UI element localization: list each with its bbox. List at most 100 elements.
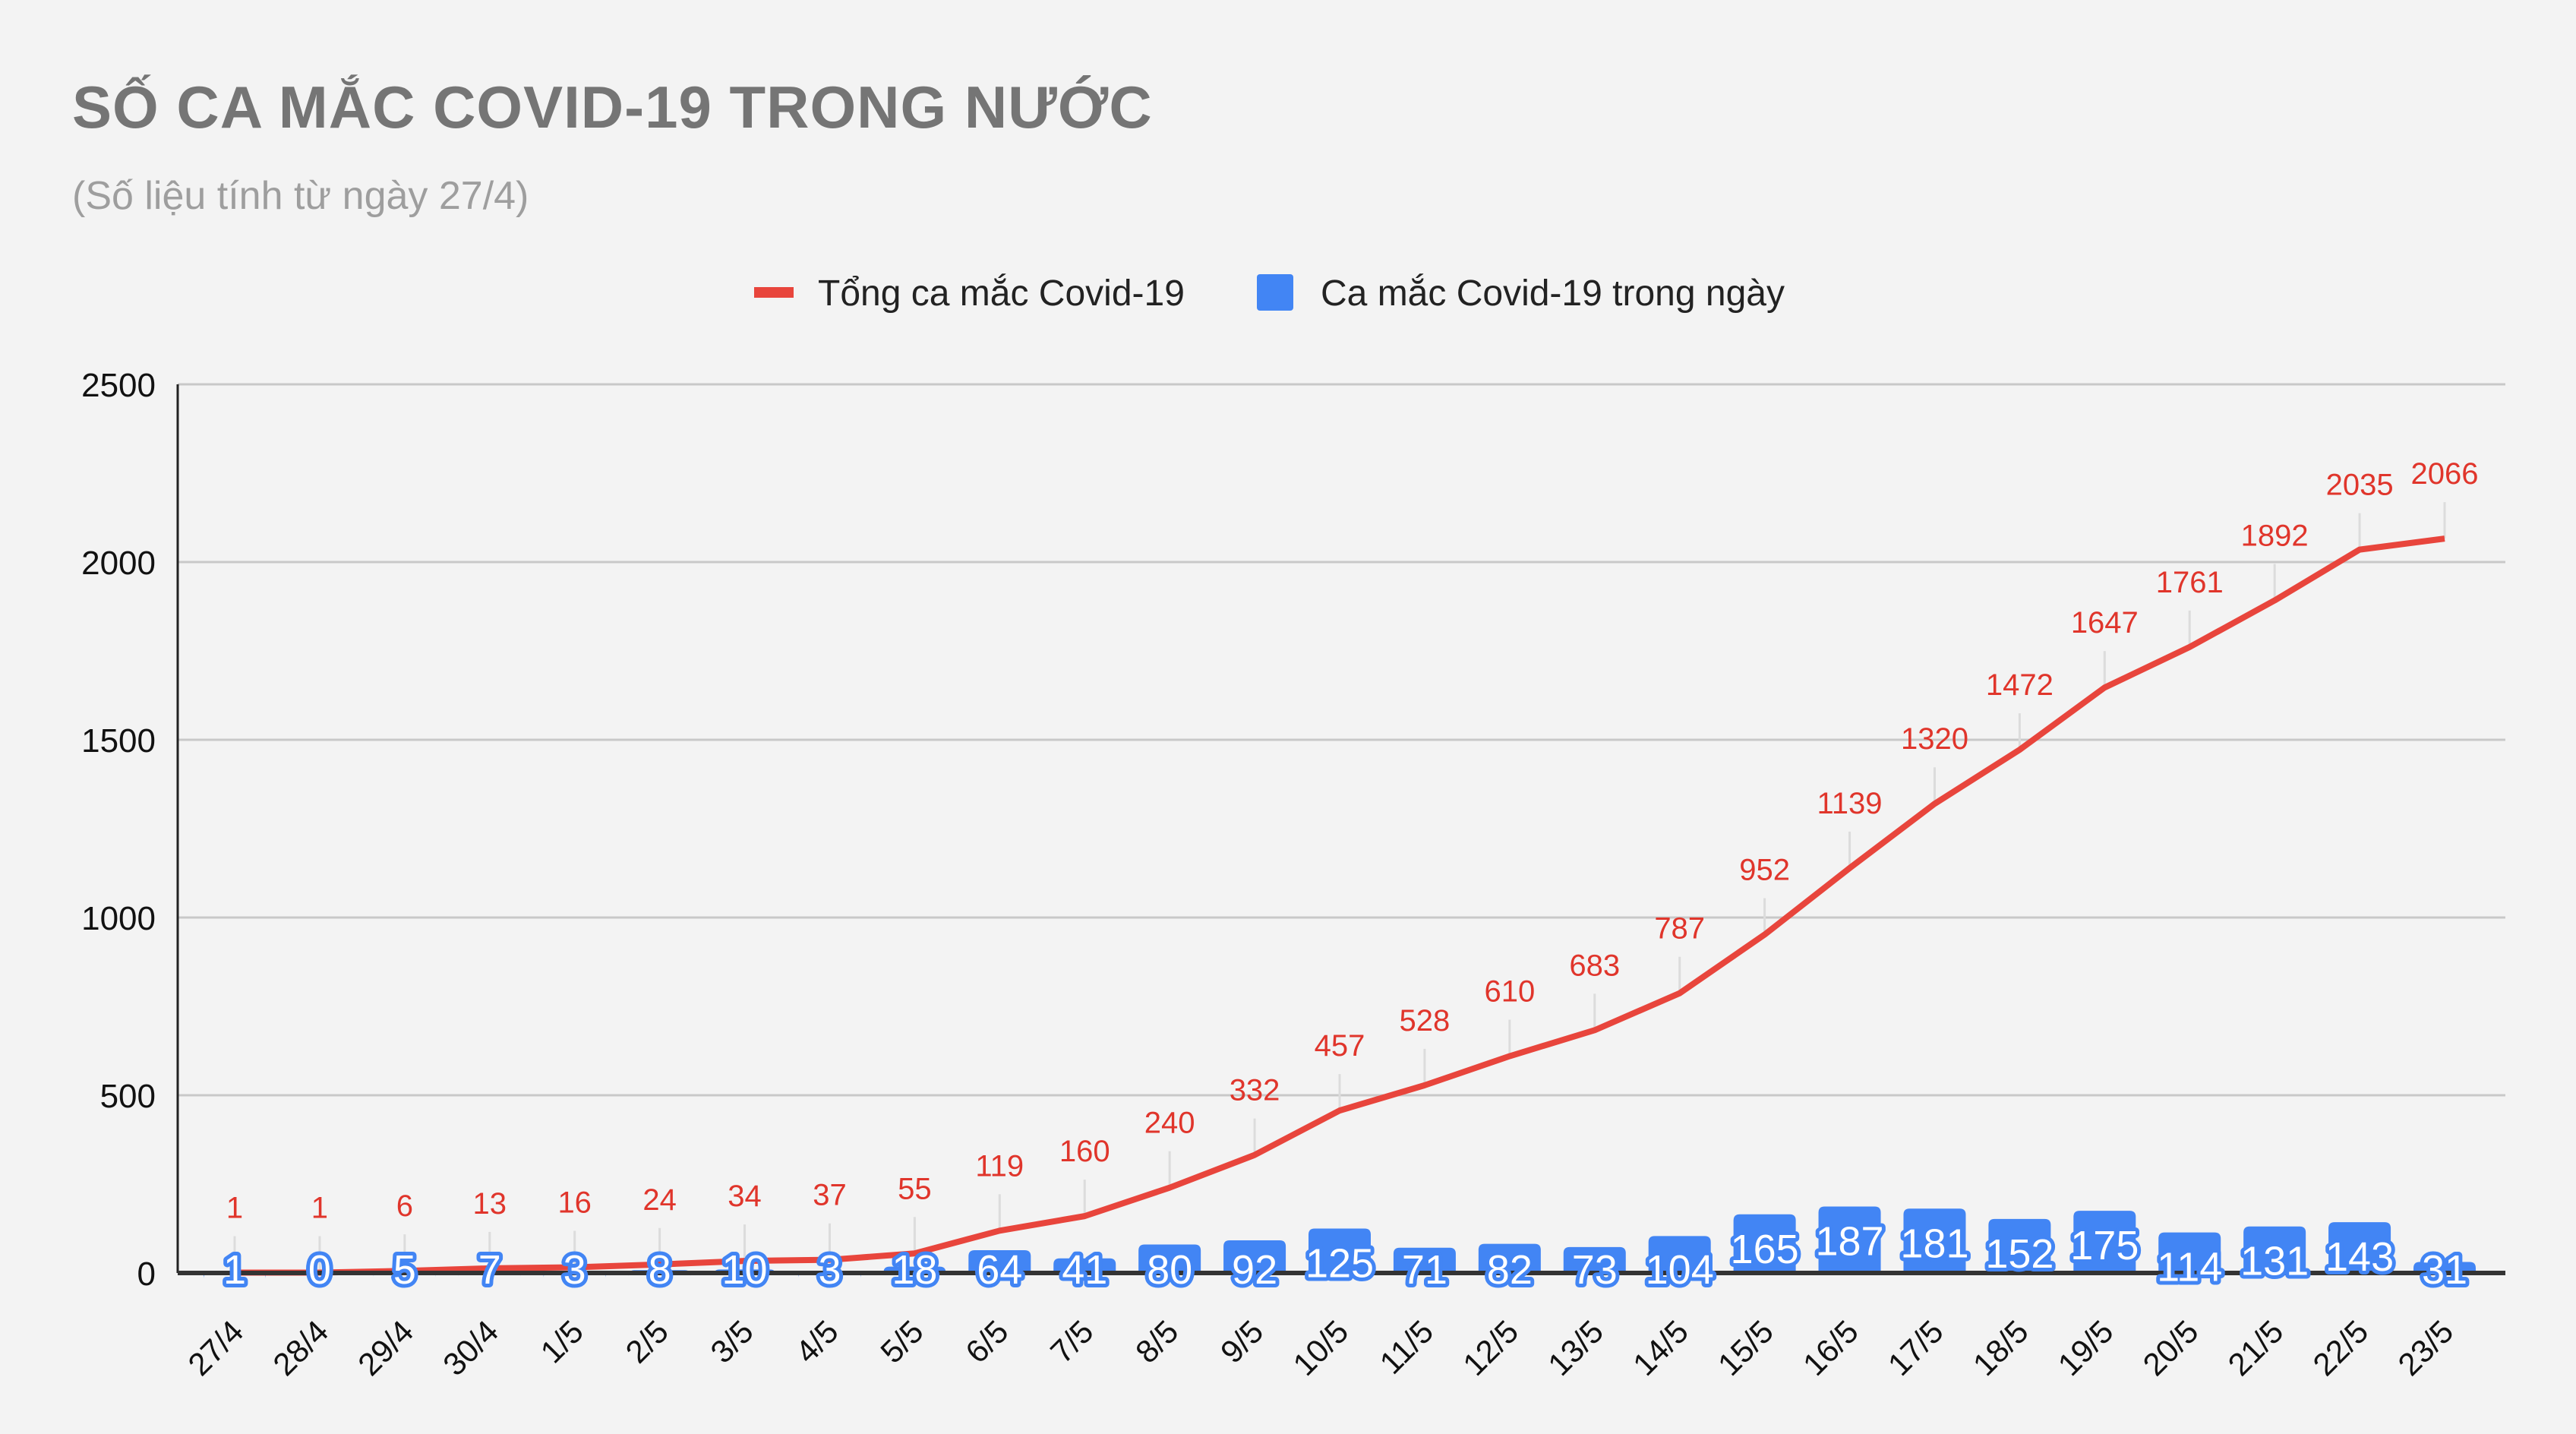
line-data-label: 160: [1059, 1135, 1110, 1168]
bar-data-label: 92: [1232, 1247, 1277, 1293]
x-tick-label: 3/5: [703, 1313, 760, 1370]
bar-data-label: 187: [1815, 1218, 1883, 1264]
bar-data-label: 104: [1646, 1247, 1714, 1293]
line-data-label: 2066: [2411, 457, 2479, 491]
x-tick-label: 23/5: [2391, 1313, 2460, 1382]
line-data-label: 683: [1569, 949, 1620, 982]
line-data-label: 610: [1484, 975, 1535, 1009]
bar: [1223, 1240, 1286, 1273]
x-tick-label: 19/5: [2051, 1313, 2120, 1382]
line-data-label: 13: [473, 1187, 507, 1221]
line-data-label: 37: [813, 1179, 847, 1212]
line-data-label: 1892: [2241, 520, 2309, 553]
bar: [1818, 1206, 1881, 1273]
bar-data-label: 7: [478, 1247, 501, 1293]
line-data-label: 119: [975, 1149, 1024, 1183]
line-data-label: 528: [1400, 1004, 1451, 1038]
bar: [1988, 1218, 2051, 1273]
bar: [1903, 1208, 1966, 1273]
x-tick-label: 8/5: [1129, 1313, 1185, 1370]
x-tick-label: 7/5: [1043, 1313, 1100, 1370]
bar: [968, 1250, 1031, 1273]
bar: [1733, 1214, 1796, 1273]
line-data-label: 24: [642, 1183, 677, 1217]
x-tick-label: 27/4: [181, 1313, 250, 1382]
line-data-label: 1139: [1817, 787, 1883, 820]
total-cases-line: [235, 535, 2445, 1276]
line-data-label: 952: [1739, 853, 1790, 886]
line-data-label: 16: [557, 1186, 592, 1220]
line-data-label: 1320: [1901, 722, 1968, 756]
bar-data-label: 31: [2422, 1247, 2467, 1293]
line-data-label: 787: [1654, 912, 1705, 946]
chart-title: SỐ CA MẮC COVID-19 TRONG NƯỚC: [72, 74, 1153, 141]
x-tick-label: 10/5: [1286, 1313, 1355, 1382]
x-tick-label: 14/5: [1626, 1313, 1695, 1382]
bar: [1138, 1244, 1201, 1273]
line-data-label: 332: [1230, 1074, 1280, 1107]
bar-data-label: 10: [721, 1247, 767, 1293]
bar: [2243, 1226, 2306, 1273]
x-tick-label: 17/5: [1881, 1313, 1950, 1382]
bar-data-label: 8: [649, 1247, 671, 1293]
bar: [2328, 1222, 2391, 1273]
bar-data-label: 143: [2325, 1234, 2394, 1280]
line-data-label: 1: [226, 1192, 243, 1225]
bar: [2158, 1232, 2221, 1273]
legend-bar-swatch: [1257, 274, 1293, 311]
bar-data-label: 82: [1487, 1247, 1533, 1293]
x-tick-label: 18/5: [1966, 1313, 2035, 1382]
bar-data-label: 64: [977, 1247, 1022, 1293]
y-tick-label: 1500: [81, 722, 156, 760]
y-tick-label: 2000: [81, 545, 156, 582]
bar-data-label: 131: [2240, 1239, 2309, 1284]
x-tick-label: 11/5: [1372, 1313, 1440, 1381]
x-tick-label: 30/4: [436, 1313, 505, 1382]
x-tick-label: 9/5: [1214, 1313, 1271, 1370]
line-data-label: 55: [898, 1172, 932, 1205]
bar: [1478, 1243, 1541, 1273]
line-data-label: 1761: [2156, 566, 2224, 599]
bar: [1563, 1246, 1626, 1273]
line-data-label: 6: [396, 1189, 413, 1223]
y-tick-label: 500: [100, 1078, 156, 1115]
x-tick-label: 21/5: [2221, 1313, 2290, 1382]
legend-line-swatch: [754, 287, 794, 298]
x-tick-label: 1/5: [534, 1313, 591, 1370]
bar: [1309, 1228, 1371, 1273]
line-data-label: 2035: [2326, 469, 2394, 502]
bar-data-label: 181: [1900, 1221, 1968, 1266]
bar-data-label: 5: [393, 1247, 416, 1293]
bar-data-label: 3: [818, 1247, 841, 1293]
x-tick-label: 6/5: [958, 1313, 1015, 1370]
bar: [1053, 1258, 1116, 1273]
bar-data-label: 165: [1731, 1227, 1799, 1272]
legend-label-total: Tổng ca mắc Covid-19: [818, 273, 1185, 314]
bar-data-label: 152: [1985, 1231, 2054, 1277]
y-tick-label: 1000: [81, 900, 156, 937]
x-tick-label: 16/5: [1796, 1313, 1865, 1382]
bar-data-label: 73: [1572, 1247, 1618, 1293]
line-data-label: 34: [728, 1180, 762, 1213]
bar-data-label: 71: [1402, 1247, 1447, 1293]
x-tick-label: 2/5: [618, 1313, 675, 1370]
line-data-label: 1472: [1986, 668, 2054, 702]
legend-label-daily: Ca mắc Covid-19 trong ngày: [1321, 273, 1785, 314]
bar-data-label: 1: [223, 1247, 246, 1293]
y-tick-label: 2500: [81, 367, 156, 404]
bar: [1393, 1247, 1456, 1273]
bar-data-label: 175: [2070, 1223, 2139, 1268]
x-tick-label: 12/5: [1456, 1313, 1525, 1382]
x-tick-label: 28/4: [266, 1313, 335, 1382]
x-tick-label: 22/5: [2306, 1313, 2375, 1382]
line-data-label: 1647: [2071, 606, 2139, 640]
x-tick-label: 15/5: [1711, 1313, 1780, 1382]
line-data-label: 457: [1315, 1029, 1365, 1063]
x-tick-label: 29/4: [351, 1313, 420, 1382]
chart-subtitle: (Số liệu tính từ ngày 27/4): [72, 174, 529, 218]
bar-data-label: 3: [564, 1247, 586, 1293]
bar-data-label: 0: [308, 1247, 331, 1293]
y-tick-label: 0: [137, 1256, 156, 1293]
x-tick-label: 13/5: [1541, 1313, 1610, 1382]
